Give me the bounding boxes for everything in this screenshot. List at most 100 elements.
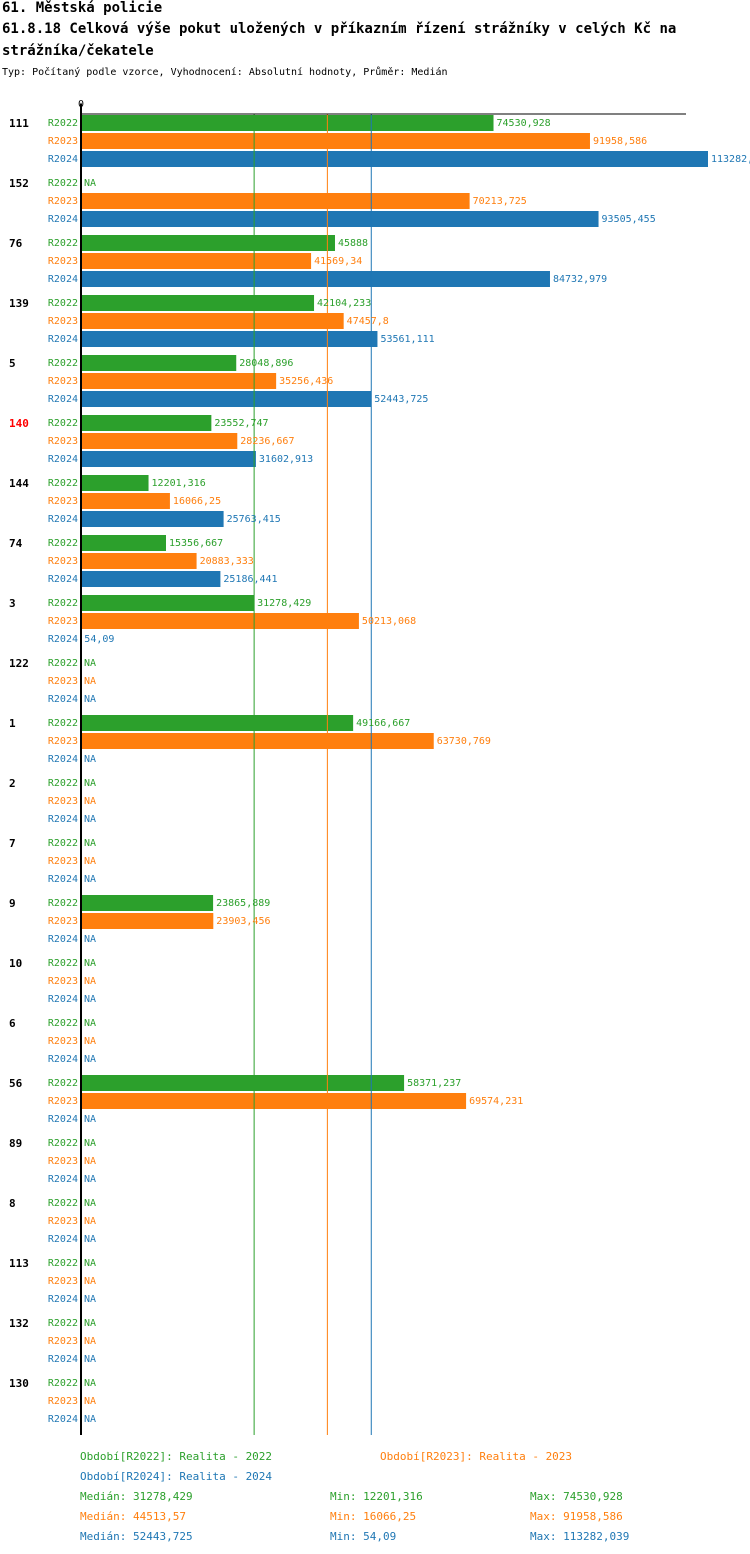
series-label: R2024 — [48, 1414, 78, 1425]
series-label: R2024 — [48, 694, 78, 705]
category-label: 122 — [9, 657, 29, 670]
value-label: NA — [84, 838, 96, 849]
value-label: NA — [84, 934, 96, 945]
series-label: R2024 — [48, 1114, 78, 1125]
value-label: 23552,747 — [214, 418, 268, 429]
value-label: NA — [84, 958, 96, 969]
series-label: R2023 — [48, 496, 78, 507]
section-title: 61. Městská policie — [2, 0, 163, 16]
value-label: NA — [84, 1156, 96, 1167]
legend-r2023: Období[R2023]: Realita - 2023 — [380, 1450, 573, 1463]
category-label: 3 — [9, 597, 16, 610]
category-label: 132 — [9, 1317, 29, 1330]
value-label: NA — [84, 1036, 96, 1047]
series-label: R2024 — [48, 1174, 78, 1185]
value-label: NA — [84, 1198, 96, 1209]
bar — [81, 475, 149, 491]
series-label: R2022 — [48, 478, 78, 489]
stat-median-r2022: Medián: 31278,429 — [80, 1490, 193, 1503]
bars-layer — [81, 115, 708, 1109]
bar — [81, 331, 378, 347]
category-label: 144 — [9, 477, 29, 490]
value-label: NA — [84, 1114, 96, 1125]
value-label: 50213,068 — [362, 616, 416, 627]
series-label: R2023 — [48, 436, 78, 447]
series-label: R2024 — [48, 874, 78, 885]
bar — [81, 253, 312, 269]
value-label: NA — [84, 1414, 96, 1425]
stat-min-r2022: Min: 12201,316 — [330, 1490, 423, 1503]
series-label: R2022 — [48, 838, 78, 849]
series-label: R2023 — [48, 136, 78, 147]
series-label: R2022 — [48, 238, 78, 249]
category-label: 111 — [9, 117, 29, 130]
value-label: 91958,586 — [593, 136, 647, 147]
value-label: 23903,456 — [216, 916, 270, 927]
value-label: NA — [84, 1018, 96, 1029]
bar — [81, 271, 550, 287]
bar — [81, 571, 221, 587]
value-label: NA — [84, 1318, 96, 1329]
value-label: NA — [84, 976, 96, 987]
value-label: 28236,667 — [240, 436, 294, 447]
series-label: R2022 — [48, 898, 78, 909]
stat-max-r2023: Max: 91958,586 — [530, 1510, 623, 1523]
series-label: R2024 — [48, 1054, 78, 1065]
value-label: 53561,111 — [380, 334, 434, 345]
value-label: NA — [84, 676, 96, 687]
value-label: 41569,34 — [314, 256, 362, 267]
category-label: 130 — [9, 1377, 29, 1390]
series-label: R2022 — [48, 418, 78, 429]
bar — [81, 895, 214, 911]
category-label: 6 — [9, 1017, 16, 1030]
category-label: 7 — [9, 837, 16, 850]
series-label: R2022 — [48, 178, 78, 189]
category-label: 1 — [9, 717, 16, 730]
category-label: 89 — [9, 1137, 22, 1150]
value-label: NA — [84, 1054, 96, 1065]
series-label: R2023 — [48, 1336, 78, 1347]
bar — [81, 451, 256, 467]
bar — [81, 595, 255, 611]
bar — [81, 235, 335, 251]
category-label: 5 — [9, 357, 16, 370]
legend-r2024: Období[R2024]: Realita - 2024 — [80, 1470, 273, 1483]
series-label: R2023 — [48, 1096, 78, 1107]
bar — [81, 211, 599, 227]
value-label: 63730,769 — [437, 736, 491, 747]
value-label: 47457,8 — [347, 316, 389, 327]
value-label: NA — [84, 1138, 96, 1149]
series-label: R2022 — [48, 1378, 78, 1389]
category-label: 2 — [9, 777, 16, 790]
value-label: NA — [84, 814, 96, 825]
series-label: R2024 — [48, 574, 78, 585]
value-label: NA — [84, 1294, 96, 1305]
series-label: R2022 — [48, 1318, 78, 1329]
series-label: R2022 — [48, 1078, 78, 1089]
value-label: NA — [84, 694, 96, 705]
value-label: NA — [84, 1378, 96, 1389]
value-label: NA — [84, 856, 96, 867]
series-label: R2023 — [48, 1036, 78, 1047]
category-label: 8 — [9, 1197, 16, 1210]
series-label: R2023 — [48, 856, 78, 867]
value-label: NA — [84, 778, 96, 789]
legend-r2022: Období[R2022]: Realita - 2022 — [80, 1450, 273, 1463]
bar — [81, 511, 224, 527]
series-label: R2023 — [48, 556, 78, 567]
value-label: 31278,429 — [257, 598, 311, 609]
bar — [81, 1093, 467, 1109]
series-label: R2024 — [48, 1294, 78, 1305]
series-label: R2024 — [48, 1234, 78, 1245]
series-label: R2023 — [48, 1396, 78, 1407]
series-label: R2023 — [48, 196, 78, 207]
chart-subtitle: Typ: Počítaný podle vzorce, Vyhodnocení:… — [2, 67, 448, 78]
series-label: R2023 — [48, 1276, 78, 1287]
value-label: NA — [84, 658, 96, 669]
value-label: 42104,233 — [317, 298, 371, 309]
bar — [81, 133, 590, 149]
value-label: NA — [84, 178, 96, 189]
category-label: 152 — [9, 177, 29, 190]
value-label: NA — [84, 754, 96, 765]
